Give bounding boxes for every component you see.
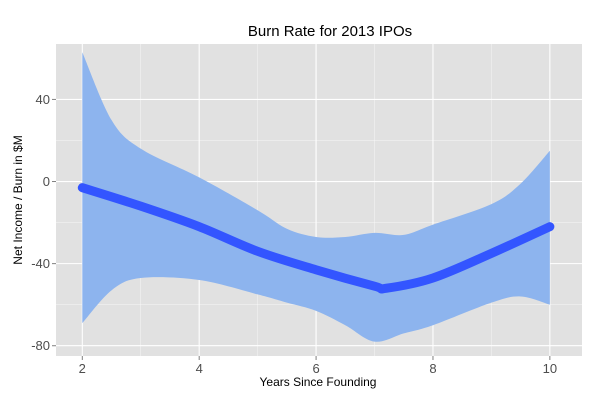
y-tick-label: 40 xyxy=(36,92,50,107)
y-tick-label: -80 xyxy=(31,338,50,353)
confidence-band xyxy=(82,52,550,342)
x-axis-label: Years Since Founding xyxy=(260,375,377,389)
x-tick-label: 6 xyxy=(312,361,319,376)
chart-title: Burn Rate for 2013 IPOs xyxy=(248,23,412,40)
x-tick-label: 10 xyxy=(543,361,557,376)
y-tick-label: 0 xyxy=(43,174,50,189)
x-tick-label: 4 xyxy=(196,361,203,376)
series-line xyxy=(77,183,555,294)
y-axis-label: Net Income / Burn in $M xyxy=(11,135,25,264)
y-tick-label: -40 xyxy=(31,256,50,271)
x-tick-label: 2 xyxy=(79,361,86,376)
axis-ticks: 2 4 6 8 10 -80 -40 0 40 xyxy=(31,92,557,376)
x-tick-label: 8 xyxy=(429,361,436,376)
